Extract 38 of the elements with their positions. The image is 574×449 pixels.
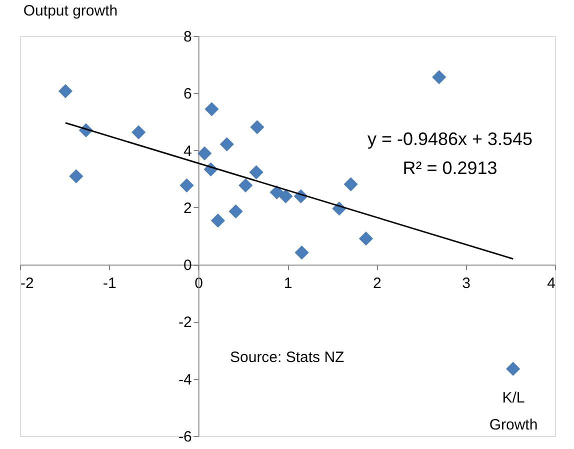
point [220,137,234,152]
point [294,246,309,260]
y-tick-label: 6 [183,86,192,103]
y-tick-label: -6 [178,428,192,446]
point [180,178,194,192]
y-tick-label: -4 [178,371,192,388]
point [198,146,212,160]
point [238,178,253,192]
point [249,165,264,180]
y-tick-label: 8 [183,28,192,46]
x-tick-label: 0 [194,275,204,292]
y-tick-label: 2 [183,200,192,217]
point [204,102,219,116]
x-axis-title: K/L Growth [489,390,538,434]
annotation: y = -0.9486x + 3.545 [367,129,533,149]
point [358,232,374,246]
annotation: R² = 0.2913 [402,158,498,178]
point [58,84,73,98]
point [344,177,358,192]
x-tick-label: -2 [20,275,34,292]
annotation: Source: Stats NZ [230,349,344,366]
x-tick-label: -1 [102,275,116,292]
point [210,214,226,228]
point [132,125,146,140]
point [278,189,293,204]
x-tick-label: 3 [462,275,471,292]
x-tick-label: 1 [284,275,292,292]
y-tick-label: -2 [178,314,192,332]
point [506,362,520,376]
y-tick-label: 4 [183,142,192,160]
x-tick-label: 4 [547,275,556,292]
x-tick-label: 2 [372,275,382,292]
y-axis-title: Output growth [23,2,118,20]
point [228,204,243,218]
y-tick-label: 0 [183,257,192,274]
point [69,169,84,184]
point [432,70,446,84]
point [250,120,264,134]
